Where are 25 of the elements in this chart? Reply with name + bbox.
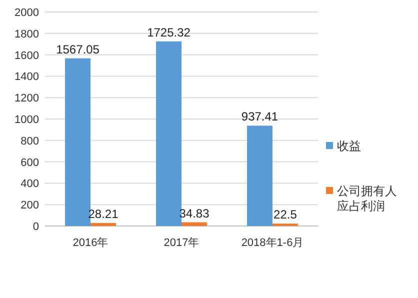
legend-label: 公司拥有人应占利润 (337, 184, 397, 213)
bar (90, 222, 116, 226)
y-tick-label: 1200 (14, 92, 39, 105)
y-tick-label: 1400 (14, 71, 39, 84)
data-label: 1567.05 (56, 42, 100, 56)
x-tick-label: 2017年 (164, 237, 200, 249)
y-tick-label: 1000 (14, 114, 39, 126)
x-tick-label: 2018年1-6月 (241, 237, 304, 249)
y-tick-label: 600 (20, 156, 39, 169)
y-tick-label: 800 (20, 135, 39, 148)
bar (156, 41, 182, 226)
y-tick-label: 1600 (14, 50, 39, 62)
bar (65, 58, 90, 226)
y-tick-label: 1800 (14, 28, 39, 40)
x-tick-label: 2016年 (72, 237, 108, 249)
y-tick-label: 400 (20, 178, 39, 190)
data-label: 1725.32 (147, 25, 191, 40)
legend-label: 收益 (337, 139, 361, 153)
data-label: 937.41 (241, 110, 278, 124)
data-label: 22.5 (274, 208, 298, 222)
bar (182, 222, 207, 226)
bar (247, 126, 272, 226)
y-tick-label: 0 (32, 221, 39, 233)
y-tick-label: 2000 (14, 7, 39, 19)
y-tick-label: 200 (20, 200, 39, 212)
